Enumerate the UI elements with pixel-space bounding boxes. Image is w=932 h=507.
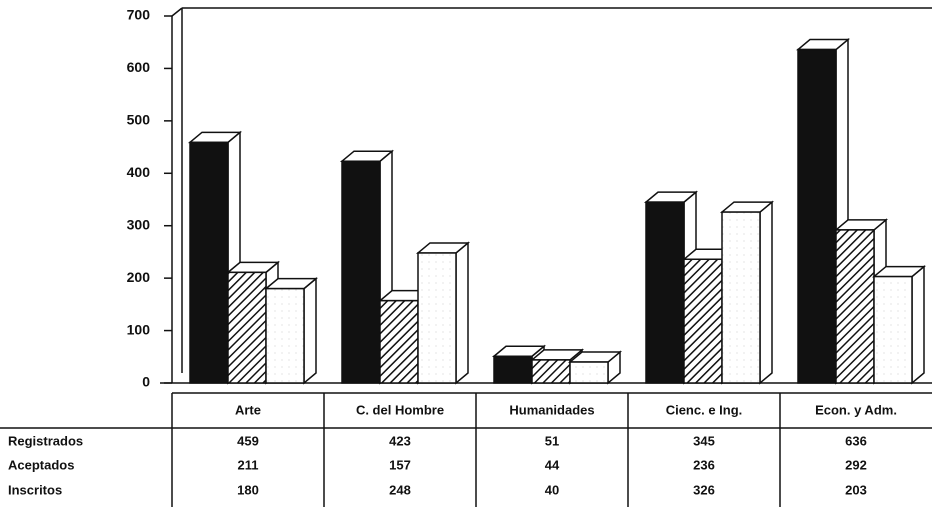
x-tick-label: Cienc. e Ing.	[666, 402, 743, 417]
bar-side	[303, 277, 317, 385]
table-value: 203	[845, 482, 867, 497]
y-tick-label: 700	[127, 7, 151, 23]
table-value: 236	[693, 457, 715, 472]
table-value: 345	[693, 433, 715, 448]
y-tick-label: 300	[127, 216, 151, 232]
bar	[189, 141, 229, 384]
bar-side	[455, 241, 469, 385]
bar	[493, 355, 533, 384]
x-tick-label: Arte	[235, 402, 261, 417]
bar	[341, 160, 381, 384]
bar-side	[759, 200, 773, 385]
table-value: 51	[545, 433, 559, 448]
row-label: Aceptados	[8, 457, 74, 472]
row-label: Inscritos	[8, 482, 62, 497]
table-value: 40	[545, 482, 559, 497]
bar	[721, 211, 761, 384]
bar	[797, 48, 837, 384]
table-value: 211	[238, 457, 259, 472]
table-value: 44	[545, 457, 560, 472]
x-tick-label: Humanidades	[509, 402, 594, 417]
bar	[531, 359, 571, 384]
bar	[645, 201, 685, 384]
row-label: Registrados	[8, 433, 83, 448]
bar	[265, 287, 305, 384]
table-value: 180	[237, 482, 259, 497]
bar	[227, 271, 267, 384]
bar	[569, 361, 609, 384]
table-value: 459	[237, 433, 259, 448]
table-value: 326	[693, 482, 715, 497]
bar	[683, 258, 723, 384]
table-value: 248	[389, 482, 411, 497]
bar	[835, 229, 875, 384]
bar-side	[911, 264, 925, 385]
table-value: 292	[845, 457, 867, 472]
table-value: 636	[845, 433, 867, 448]
bar	[873, 275, 913, 384]
table-value: 157	[389, 457, 411, 472]
bar	[417, 252, 457, 384]
table-value: 423	[389, 433, 411, 448]
y-tick-label: 200	[127, 269, 151, 285]
y-tick-label: 100	[127, 321, 151, 337]
back-corner	[171, 7, 183, 17]
y-tick-label: 400	[127, 164, 151, 180]
x-tick-label: C. del Hombre	[356, 402, 444, 417]
bar	[379, 299, 419, 384]
x-tick-label: Econ. y Adm.	[815, 402, 897, 417]
y-tick-label: 0	[142, 374, 150, 390]
y-tick-label: 500	[127, 112, 151, 128]
y-tick-label: 600	[127, 59, 151, 75]
